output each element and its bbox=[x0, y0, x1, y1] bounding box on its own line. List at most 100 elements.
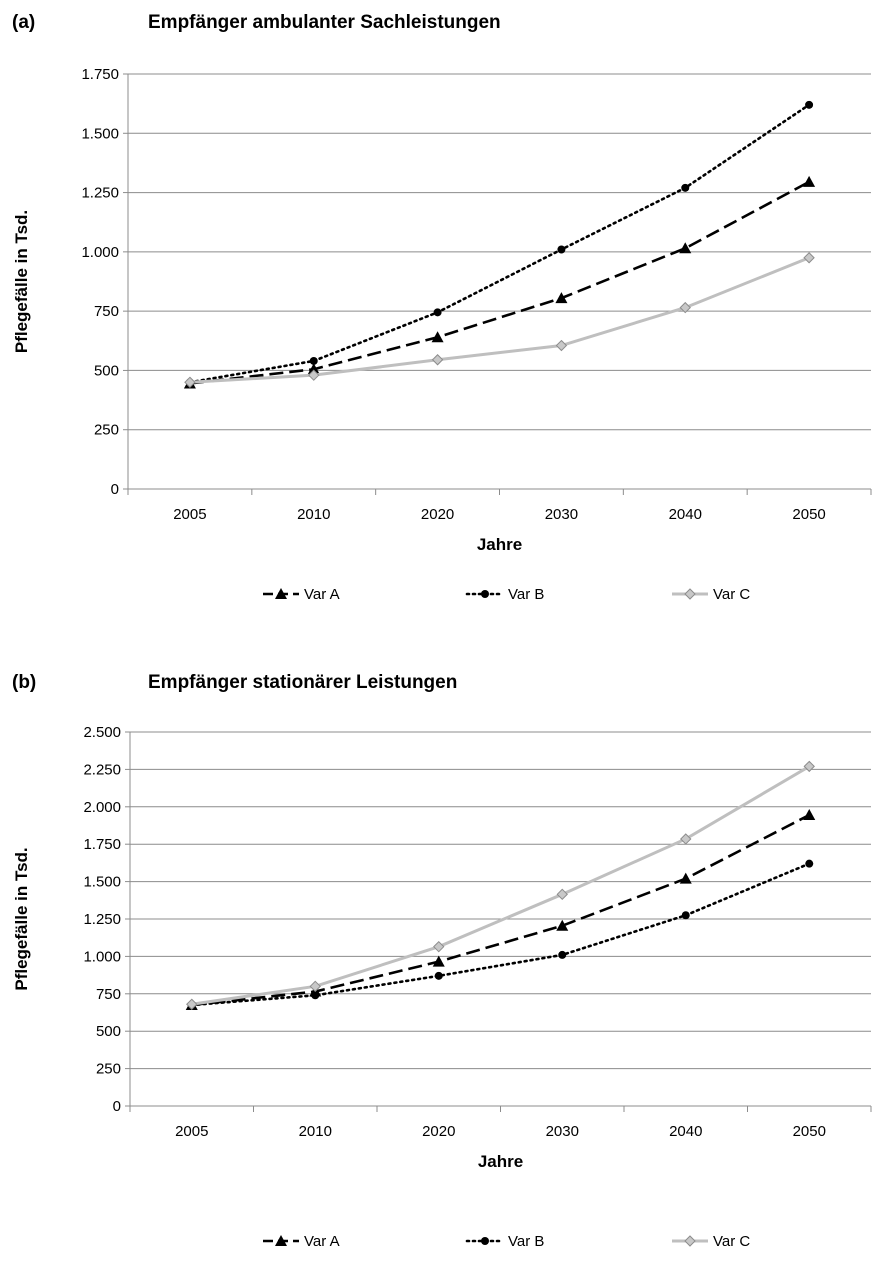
data-point bbox=[186, 998, 198, 1010]
x-tick-label: 2050 bbox=[793, 1123, 826, 1140]
y-tick-label: 1.750 bbox=[83, 836, 121, 853]
series-var-a bbox=[185, 809, 816, 1011]
series-var-c bbox=[186, 760, 815, 1010]
y-tick-label: 250 bbox=[96, 1061, 121, 1078]
series-var-c bbox=[184, 252, 815, 388]
legend-marker bbox=[684, 588, 696, 600]
chart-panel-b: (b) Empfänger stationärer Leistungen 0 25… bbox=[0, 660, 886, 1262]
legend-marker bbox=[275, 588, 287, 599]
data-point bbox=[558, 950, 567, 959]
series-line bbox=[189, 256, 810, 384]
series-var-b bbox=[185, 100, 814, 387]
y-tick-label: 2.500 bbox=[83, 724, 121, 741]
data-point bbox=[432, 955, 445, 967]
data-point bbox=[434, 971, 443, 980]
data-point bbox=[431, 331, 444, 343]
y-tick-label: 1.500 bbox=[83, 874, 121, 891]
series-line bbox=[189, 180, 810, 385]
legend-marker bbox=[275, 1235, 287, 1246]
y-tick-label: 750 bbox=[94, 303, 119, 320]
y-tick-label: 1.250 bbox=[83, 911, 121, 928]
data-point bbox=[307, 363, 320, 375]
legend-item: Var A bbox=[263, 586, 340, 603]
legend-label: Var A bbox=[304, 586, 340, 603]
data-point bbox=[309, 356, 318, 365]
x-axis-label: Jahre bbox=[477, 535, 522, 554]
data-point bbox=[679, 301, 691, 314]
legend-marker bbox=[481, 1237, 489, 1245]
x-tick-label: 2020 bbox=[421, 506, 454, 523]
data-point bbox=[184, 376, 196, 388]
x-tick-label: 2010 bbox=[297, 506, 330, 523]
data-point bbox=[805, 100, 814, 109]
x-axis-label: Jahre bbox=[478, 1152, 523, 1171]
data-point bbox=[433, 308, 442, 317]
x-tick-label: 2030 bbox=[545, 506, 578, 523]
legend-item: Var B bbox=[465, 586, 544, 603]
legend-label: Var C bbox=[713, 1233, 750, 1250]
data-point bbox=[681, 911, 690, 920]
panel-label: (a) bbox=[12, 12, 36, 33]
x-tick-label: 2030 bbox=[546, 1123, 579, 1140]
legend-marker bbox=[481, 590, 489, 598]
y-tick-label: 0 bbox=[111, 481, 119, 498]
chart-title: Empfänger stationärer Leistungen bbox=[148, 672, 458, 693]
y-tick-label: 1.250 bbox=[81, 185, 119, 202]
y-tick-label: 0 bbox=[113, 1098, 121, 1115]
y-tick-label: 1.000 bbox=[81, 244, 119, 261]
data-point bbox=[308, 369, 320, 381]
series-line bbox=[188, 103, 811, 384]
x-tick-label: 2040 bbox=[669, 506, 702, 523]
chart-panel-a: (a) Empfänger ambulanter Sachleistungen … bbox=[0, 0, 886, 630]
legend-label: Var B bbox=[508, 1233, 544, 1250]
x-tick-label: 2040 bbox=[669, 1123, 702, 1140]
legend-label: Var B bbox=[508, 586, 544, 603]
data-point bbox=[805, 859, 814, 868]
data-point bbox=[555, 339, 568, 352]
data-point bbox=[557, 245, 566, 254]
series-var-a bbox=[183, 175, 816, 389]
data-point bbox=[679, 242, 692, 254]
y-tick-label: 1.750 bbox=[81, 66, 119, 83]
legend-item: Var C bbox=[672, 1233, 750, 1250]
y-tick-label: 1.500 bbox=[81, 125, 119, 142]
data-point bbox=[803, 760, 815, 773]
legend-marker bbox=[684, 1235, 696, 1247]
panel-label: (b) bbox=[12, 672, 37, 693]
series-line bbox=[191, 765, 811, 1006]
data-point bbox=[556, 888, 568, 901]
data-point bbox=[681, 183, 690, 192]
x-tick-label: 2050 bbox=[792, 506, 825, 523]
x-tick-label: 2005 bbox=[175, 1123, 208, 1140]
y-axis-label: Pflegefälle in Tsd. bbox=[12, 210, 31, 353]
data-point bbox=[431, 354, 444, 366]
legend-item: Var B bbox=[465, 1233, 544, 1250]
x-tick-label: 2010 bbox=[299, 1123, 332, 1140]
legend-label: Var A bbox=[304, 1233, 340, 1250]
series-line bbox=[191, 813, 810, 1007]
y-tick-label: 2.250 bbox=[83, 761, 121, 778]
series-line bbox=[190, 862, 811, 1007]
legend-item: Var A bbox=[263, 1233, 340, 1250]
chart-b-svg: 0 250 500 750 1.000 1.250 1.500 1.750 2.000 2.250… bbox=[12, 724, 872, 1250]
data-point bbox=[309, 980, 321, 993]
chart-title: Empfänger ambulanter Sachleistungen bbox=[148, 12, 501, 33]
data-point bbox=[311, 991, 320, 1000]
y-tick-label: 250 bbox=[94, 422, 119, 439]
x-tick-label: 2005 bbox=[173, 506, 206, 523]
x-tick-label: 2020 bbox=[422, 1123, 455, 1140]
data-point bbox=[803, 175, 816, 187]
data-point bbox=[556, 919, 569, 931]
y-tick-label: 2.000 bbox=[83, 799, 121, 816]
legend-label: Var C bbox=[713, 586, 750, 603]
y-axis-label: Pflegefälle in Tsd. bbox=[12, 847, 31, 990]
chart-a-svg: 0 250 500 750 1.000 1.250 1.500 1.750 2005 2010 20… bbox=[12, 66, 872, 603]
y-tick-label: 1.000 bbox=[83, 948, 121, 965]
y-tick-label: 500 bbox=[96, 1023, 121, 1040]
data-point bbox=[433, 940, 445, 953]
data-point bbox=[680, 833, 692, 845]
data-point bbox=[679, 872, 692, 884]
data-point bbox=[803, 252, 815, 264]
data-point bbox=[555, 292, 568, 304]
data-point bbox=[803, 809, 816, 821]
